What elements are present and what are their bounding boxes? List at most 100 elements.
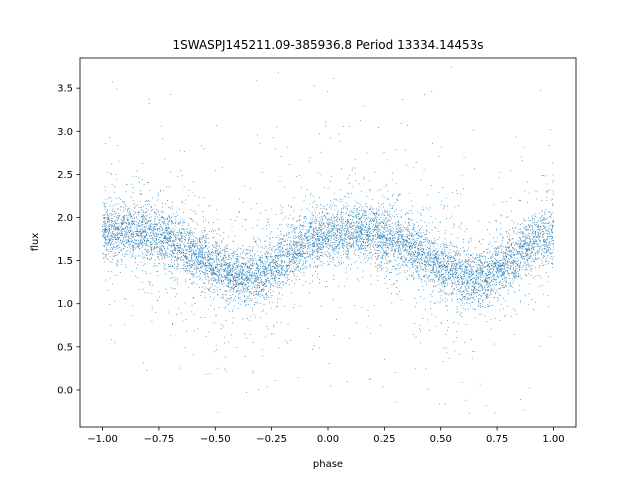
scatter-point	[205, 263, 206, 264]
scatter-point	[245, 265, 247, 266]
scatter-point	[486, 274, 487, 276]
scatter-point	[325, 243, 326, 245]
scatter-point	[263, 289, 265, 291]
scatter-point	[446, 247, 448, 249]
scatter-point	[270, 267, 272, 269]
scatter-point	[349, 239, 351, 241]
scatter-point	[209, 254, 211, 256]
scatter-point	[214, 244, 216, 246]
scatter-point	[470, 240, 472, 242]
scatter-point	[400, 258, 402, 259]
scatter-point	[312, 280, 313, 282]
scatter-point	[235, 273, 237, 274]
scatter-point	[447, 269, 448, 271]
scatter-point	[328, 213, 330, 215]
scatter-point	[466, 228, 468, 230]
scatter-point	[346, 231, 348, 233]
scatter-point	[411, 242, 412, 244]
scatter-point	[227, 303, 229, 305]
scatter-point	[422, 254, 424, 255]
scatter-point	[270, 270, 272, 272]
scatter-point	[275, 213, 277, 215]
scatter-point	[450, 280, 452, 281]
scatter-point	[381, 195, 383, 197]
scatter-point	[535, 241, 537, 243]
scatter-point	[122, 254, 123, 256]
scatter-point	[242, 202, 244, 203]
scatter-point	[441, 267, 443, 269]
scatter-point	[115, 223, 117, 224]
scatter-point	[393, 237, 395, 238]
scatter-point	[462, 278, 464, 279]
scatter-point	[397, 231, 399, 233]
scatter-point	[207, 255, 209, 257]
scatter-point	[234, 277, 236, 279]
scatter-point	[461, 315, 463, 317]
scatter-point	[211, 266, 213, 268]
scatter-point	[174, 235, 176, 237]
scatter-point	[381, 269, 383, 271]
scatter-point	[520, 244, 522, 246]
scatter-point	[251, 300, 252, 302]
scatter-point	[392, 243, 394, 245]
scatter-point	[123, 216, 124, 218]
scatter-point	[264, 274, 266, 276]
scatter-point	[135, 233, 137, 235]
scatter-point	[113, 243, 115, 244]
scatter-point	[109, 241, 110, 243]
scatter-point	[381, 227, 383, 228]
scatter-point	[228, 280, 230, 281]
scatter-point	[132, 222, 134, 224]
scatter-point	[307, 252, 308, 254]
scatter-point	[143, 217, 144, 219]
scatter-point	[321, 221, 323, 223]
scatter-point	[406, 277, 408, 279]
scatter-point	[430, 279, 432, 281]
scatter-point	[343, 222, 345, 224]
scatter-point	[293, 236, 295, 238]
scatter-point	[122, 211, 124, 212]
scatter-point	[414, 261, 416, 262]
scatter-point	[232, 283, 234, 285]
scatter-point	[508, 283, 510, 284]
scatter-point	[319, 234, 321, 236]
scatter-point	[239, 274, 241, 276]
scatter-point	[383, 223, 384, 225]
scatter-point	[447, 278, 449, 280]
scatter-point	[118, 229, 120, 231]
scatter-point	[423, 257, 425, 259]
scatter-point	[482, 280, 484, 282]
scatter-point	[248, 270, 250, 271]
scatter-point	[527, 258, 529, 260]
scatter-point	[528, 243, 530, 245]
scatter-point	[128, 244, 130, 246]
scatter-point	[209, 255, 211, 257]
scatter-point	[111, 174, 113, 176]
scatter-point	[508, 259, 510, 260]
scatter-point	[461, 276, 463, 278]
scatter-point	[300, 268, 302, 269]
scatter-point	[544, 211, 546, 213]
scatter-point	[364, 221, 365, 222]
scatter-point	[489, 273, 491, 275]
scatter-point	[414, 260, 416, 261]
scatter-point	[547, 236, 549, 237]
scatter-point	[462, 293, 464, 295]
scatter-point	[213, 236, 215, 238]
scatter-point	[166, 229, 168, 231]
scatter-point	[229, 262, 231, 263]
scatter-point	[418, 254, 420, 255]
scatter-point	[202, 234, 204, 236]
scatter-point	[105, 235, 107, 237]
scatter-point	[435, 257, 437, 258]
scatter-point	[380, 324, 381, 326]
scatter-point	[458, 291, 460, 293]
scatter-point	[335, 205, 337, 207]
scatter-point	[360, 252, 362, 254]
scatter-point	[377, 127, 379, 128]
scatter-point	[392, 253, 394, 255]
scatter-point	[478, 290, 480, 292]
scatter-point	[484, 287, 485, 289]
scatter-point	[433, 260, 435, 261]
scatter-point	[270, 266, 271, 267]
